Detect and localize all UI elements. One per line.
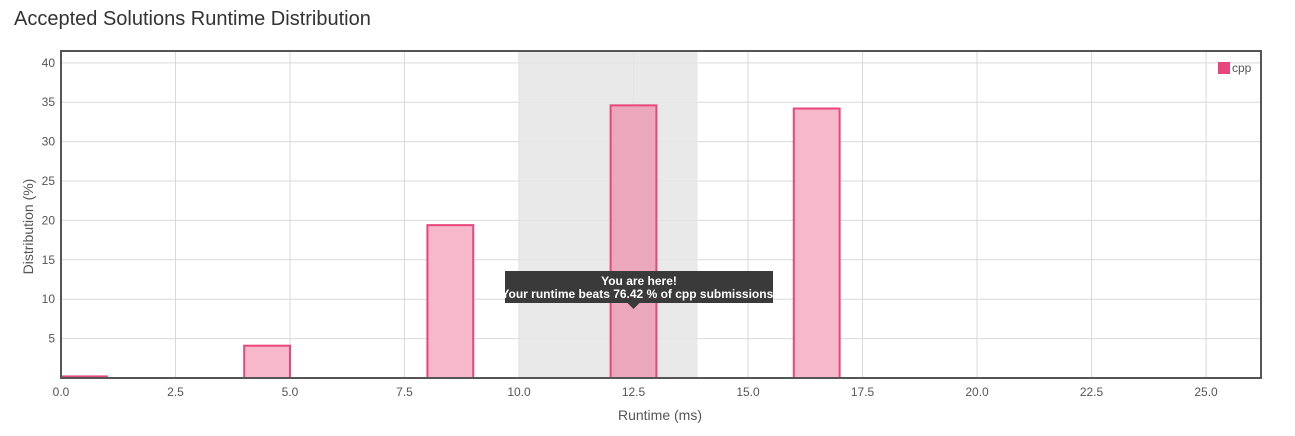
y-tick-label: 40 (42, 56, 56, 70)
tooltip-line-2: Your runtime beats 76.42 % of cpp submis… (501, 287, 776, 301)
tooltip-line-1: You are here! (601, 274, 677, 288)
bar[interactable] (792, 107, 841, 380)
x-tick-label: 7.5 (396, 385, 413, 399)
y-tick-label: 20 (42, 213, 56, 227)
x-axis-title: Runtime (ms) (618, 407, 702, 423)
x-tick-label: 2.5 (167, 385, 184, 399)
runtime-highlight-band (519, 51, 698, 378)
tooltip: You are here! Your runtime beats 76.42 %… (501, 271, 777, 309)
bar[interactable] (426, 224, 475, 379)
x-tick-label: 12.5 (622, 385, 646, 399)
legend-label-cpp[interactable]: cpp (1232, 61, 1252, 75)
y-tick-label: 35 (42, 95, 56, 109)
x-tick-label: 10.0 (507, 385, 531, 399)
legend[interactable]: cpp (1218, 61, 1252, 75)
y-tick-label: 30 (42, 135, 56, 149)
bar[interactable] (609, 104, 658, 379)
tooltip-box (505, 271, 773, 309)
y-axis-title: Distribution (%) (20, 179, 36, 275)
x-tick-label: 5.0 (282, 385, 299, 399)
x-tick-label: 20.0 (965, 385, 989, 399)
legend-swatch-cpp[interactable] (1218, 62, 1230, 74)
bars (60, 104, 841, 380)
x-tick-label: 15.0 (736, 385, 760, 399)
bar[interactable] (243, 344, 292, 379)
x-tick-labels: 0.0 2.5 5.0 7.5 10.0 12.5 15.0 17.5 20.0 22.5 25.0 (53, 385, 1218, 399)
plot-frame (60, 50, 1262, 379)
x-tick-label: 22.5 (1080, 385, 1104, 399)
x-tick-label: 0.0 (53, 385, 70, 399)
y-tick-labels: 5 10 15 20 25 30 35 40 (42, 56, 56, 346)
y-tick-label: 5 (48, 332, 55, 346)
y-tick-label: 25 (42, 174, 56, 188)
page-title: Accepted Solutions Runtime Distribution (14, 8, 371, 30)
y-tick-label: 10 (42, 292, 56, 306)
y-tick-label: 15 (42, 253, 56, 267)
x-tick-label: 25.0 (1194, 385, 1218, 399)
x-tick-label: 17.5 (851, 385, 875, 399)
